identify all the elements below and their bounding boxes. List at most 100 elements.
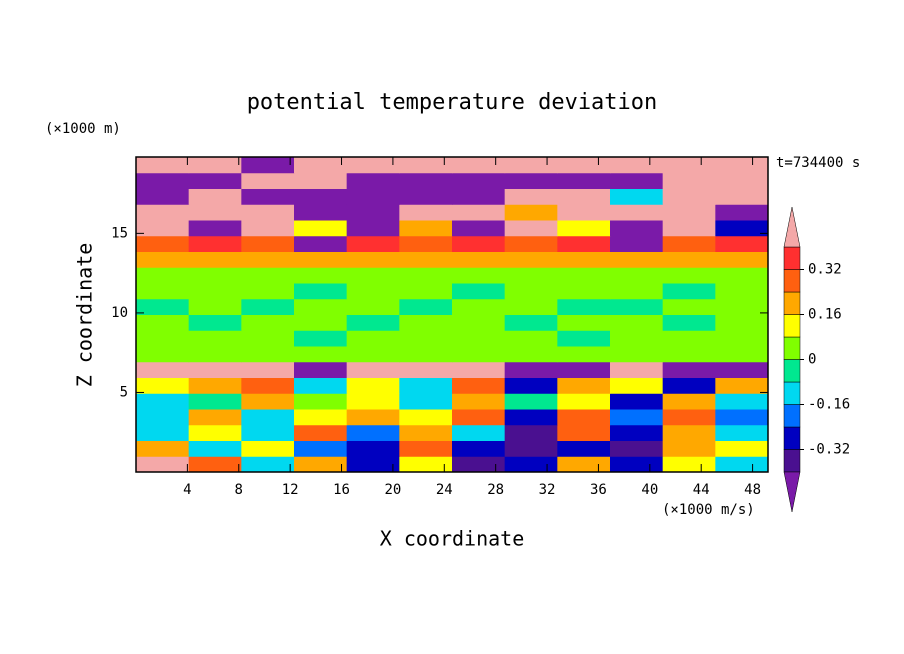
field-cell <box>662 283 716 300</box>
field-cell <box>662 204 716 221</box>
field-cell <box>399 314 453 331</box>
field-cell <box>399 298 453 315</box>
field-cell <box>294 440 348 457</box>
field-cell <box>662 298 716 315</box>
field-cell <box>715 440 769 457</box>
field-cell <box>557 314 611 331</box>
field-cell <box>504 188 558 205</box>
field-cell <box>610 172 664 189</box>
field-cell <box>715 377 769 394</box>
field-cell <box>294 283 348 300</box>
field-cell <box>188 204 242 221</box>
field-cell <box>346 409 400 426</box>
x-tick-label: 12 <box>282 482 299 498</box>
field-cell <box>399 251 453 268</box>
field-cell <box>136 298 190 315</box>
field-cell <box>452 440 506 457</box>
field-cell <box>504 204 558 221</box>
field-cell <box>452 172 506 189</box>
field-cell <box>610 346 664 363</box>
field-cell <box>188 346 242 363</box>
field-cell <box>557 188 611 205</box>
field-cell <box>715 188 769 205</box>
x-tick-label: 16 <box>333 482 350 498</box>
field-cell <box>399 440 453 457</box>
field-cell <box>452 409 506 426</box>
field-cell <box>188 235 242 252</box>
field-cell <box>399 157 453 174</box>
colorbar-band <box>783 449 801 473</box>
field-cell <box>136 377 190 394</box>
field-cell <box>241 204 295 221</box>
field-cell <box>346 235 400 252</box>
y-axis-label: Z coordinate <box>73 243 97 388</box>
field-cell <box>715 314 769 331</box>
x-tick-label: 36 <box>590 482 607 498</box>
colorbar-band <box>783 426 801 450</box>
field-cell <box>136 393 190 410</box>
field-cell <box>188 220 242 237</box>
chart-title: potential temperature deviation <box>247 90 658 115</box>
field-cell <box>241 440 295 457</box>
field-cell <box>188 298 242 315</box>
field-cell <box>346 298 400 315</box>
field-cell <box>399 330 453 347</box>
field-cell <box>557 361 611 378</box>
field-cell <box>241 409 295 426</box>
field-cell <box>662 440 716 457</box>
field-cell <box>452 204 506 221</box>
field-cell <box>557 204 611 221</box>
field-cell <box>504 409 558 426</box>
field-cell <box>294 346 348 363</box>
field-cell <box>188 456 242 473</box>
field-cell <box>136 157 190 174</box>
field-cell <box>241 251 295 268</box>
field-cell <box>188 172 242 189</box>
field-cell <box>504 157 558 174</box>
colorbar-band <box>783 381 801 405</box>
field-cell <box>504 283 558 300</box>
field-cell <box>294 267 348 284</box>
field-cell <box>294 330 348 347</box>
field-cell <box>715 330 769 347</box>
field-cell <box>399 283 453 300</box>
field-cell <box>504 314 558 331</box>
field-cell <box>504 440 558 457</box>
field-cell <box>610 314 664 331</box>
field-cell <box>188 251 242 268</box>
field-cell <box>452 267 506 284</box>
field-cell <box>557 298 611 315</box>
field-cell <box>610 361 664 378</box>
field-cell <box>504 235 558 252</box>
field-cell <box>452 251 506 268</box>
field-cell <box>136 283 190 300</box>
field-cell <box>294 314 348 331</box>
field-cell <box>557 393 611 410</box>
field-cell <box>136 330 190 347</box>
field-cell <box>504 267 558 284</box>
field-cell <box>346 330 400 347</box>
field-cell <box>136 220 190 237</box>
field-cell <box>294 424 348 441</box>
field-cell <box>504 330 558 347</box>
field-cell <box>715 393 769 410</box>
x-tick-label: 4 <box>183 482 191 498</box>
field-cell <box>136 440 190 457</box>
field-cell <box>715 346 769 363</box>
field-cell <box>557 456 611 473</box>
field-cell <box>557 172 611 189</box>
field-cell <box>452 235 506 252</box>
field-cell <box>662 172 716 189</box>
colorbar-band <box>783 269 801 293</box>
field-cell <box>610 330 664 347</box>
field-cell <box>452 346 506 363</box>
field-cell <box>452 157 506 174</box>
field-cell <box>188 409 242 426</box>
field-cell <box>188 393 242 410</box>
field-cell <box>715 361 769 378</box>
field-cell <box>557 409 611 426</box>
field-cell <box>346 424 400 441</box>
field-cell <box>294 235 348 252</box>
field-cell <box>399 220 453 237</box>
field-cell <box>662 456 716 473</box>
